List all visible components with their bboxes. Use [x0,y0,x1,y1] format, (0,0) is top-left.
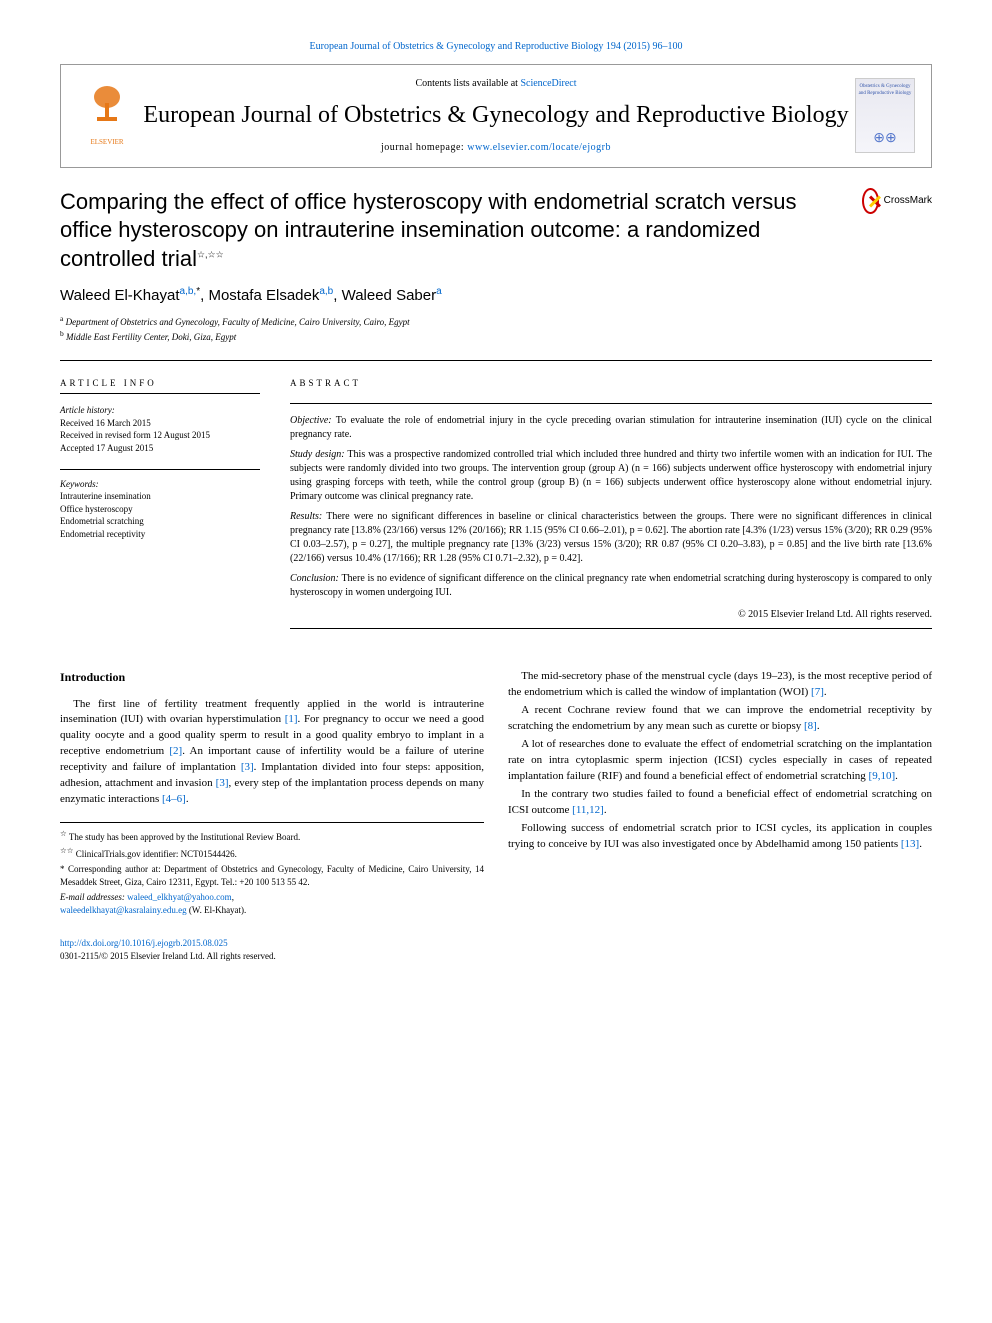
keyword-4: Endometrial receptivity [60,528,260,541]
homepage-line: journal homepage: www.elsevier.com/locat… [137,141,855,155]
title-row: Comparing the effect of office hysterosc… [60,188,932,274]
contents-line: Contents lists available at ScienceDirec… [137,77,855,91]
intro-p2: The mid-secretory phase of the menstrual… [508,669,932,701]
authors: Waleed El-Khayata,b,*, Mostafa Elsadeka,… [60,285,932,306]
affiliations: a Department of Obstetrics and Gynecolog… [60,314,932,343]
crossmark-badge[interactable]: CrossMark [862,188,932,214]
cover-icon: ⊕⊕ [858,129,912,149]
conclusion-text: There is no evidence of significant diff… [290,573,932,598]
title-footnote-markers: ☆,☆☆ [197,249,224,259]
abstract-objective: Objective: To evaluate the role of endom… [290,414,932,442]
footer-meta: http://dx.doi.org/10.1016/j.ejogrb.2015.… [60,937,932,962]
keyword-3: Endometrial scratching [60,515,260,528]
ref-4-6[interactable]: [4–6] [162,793,186,805]
info-divider [60,469,260,470]
article-info: ARTICLE INFO Article history: Received 1… [60,377,260,640]
abstract-design: Study design: This was a prospective ran… [290,448,932,504]
abstract-heading: ABSTRACT [290,377,932,394]
intro-heading: Introduction [60,669,484,686]
ref-13[interactable]: [13] [901,838,919,850]
keyword-1: Intrauterine insemination [60,490,260,503]
email-2[interactable]: waleedelkhayat@kasralainy.edu.eg [60,905,187,915]
journal-cover-thumbnail: Obstetrics & Gynecology and Reproductive… [855,78,915,153]
revised-date: Received in revised form 12 August 2015 [60,429,260,442]
journal-header: ELSEVIER Contents lists available at Sci… [60,64,932,168]
issn-copyright: 0301-2115/© 2015 Elsevier Ireland Ltd. A… [60,950,932,963]
author-2: Mostafa Elsadek [208,287,319,304]
intro-p3: A recent Cochrane review found that we c… [508,703,932,735]
received-date: Received 16 March 2015 [60,417,260,430]
intro-p6: Following success of endometrial scratch… [508,821,932,853]
results-label: Results: [290,511,322,522]
title-text: Comparing the effect of office hysterosc… [60,189,797,271]
ref-8[interactable]: [8] [804,720,817,732]
article-history: Article history: Received 16 March 2015 … [60,404,260,454]
intro-p4: A lot of researches done to evaluate the… [508,737,932,785]
top-citation-link[interactable]: European Journal of Obstetrics & Gynecol… [310,41,683,52]
crossmark-label: CrossMark [884,194,932,208]
ref-3a[interactable]: [3] [241,761,254,773]
affiliation-b: b Middle East Fertility Center, Doki, Gi… [60,329,932,344]
top-citation: European Journal of Obstetrics & Gynecol… [60,40,932,54]
ref-9-10[interactable]: [9,10] [869,770,896,782]
abstract: ABSTRACT Objective: To evaluate the role… [290,377,932,640]
keyword-2: Office hysteroscopy [60,503,260,516]
divider-top [60,360,932,361]
email-label: E-mail addresses: [60,892,127,902]
abstract-rule [290,403,932,404]
crossmark-icon [862,188,879,214]
star1-sym: ☆ [60,829,67,838]
body-text: Introduction The first line of fertility… [60,669,932,917]
elsevier-logo: ELSEVIER [77,81,137,151]
abstract-conclusion: Conclusion: There is no evidence of sign… [290,572,932,600]
header-center: Contents lists available at ScienceDirec… [137,77,855,155]
ref-7[interactable]: [7] [811,686,824,698]
cover-title: Obstetrics & Gynecology and Reproductive… [858,83,912,97]
keywords-label: Keywords: [60,478,260,491]
affiliation-a: a Department of Obstetrics and Gynecolog… [60,314,932,329]
keywords: Keywords: Intrauterine insemination Offi… [60,478,260,541]
footnote-star2: ☆☆ ClinicalTrials.gov identifier: NCT015… [60,846,484,861]
author-3-aff: a [436,286,442,297]
results-text: There were no significant differences in… [290,511,932,564]
journal-name: European Journal of Obstetrics & Gynecol… [137,99,855,133]
homepage-label: journal homepage: [381,142,467,153]
homepage-link[interactable]: www.elsevier.com/locate/ejogrb [467,142,611,153]
ref-3b[interactable]: [3] [216,777,229,789]
email-1[interactable]: waleed_elkhyat@yahoo.com [127,892,232,902]
abstract-bottom-rule [290,628,932,629]
ref-1[interactable]: [1] [285,713,298,725]
objective-text: To evaluate the role of endometrial inju… [290,415,932,440]
conclusion-label: Conclusion: [290,573,339,584]
contents-label: Contents lists available at [415,78,520,89]
info-abstract-row: ARTICLE INFO Article history: Received 1… [60,377,932,640]
author-3: Waleed Saber [342,287,437,304]
article-info-heading: ARTICLE INFO [60,377,260,395]
footnote-emails: E-mail addresses: waleed_elkhyat@yahoo.c… [60,891,484,917]
doi-link[interactable]: http://dx.doi.org/10.1016/j.ejogrb.2015.… [60,938,228,948]
author-1-aff: a,b,* [180,286,201,297]
accepted-date: Accepted 17 August 2015 [60,442,260,455]
star2-sym: ☆☆ [60,846,73,855]
elsevier-tree-icon [87,83,127,138]
objective-label: Objective: [290,415,332,426]
footnote-corresponding: * Corresponding author at: Department of… [60,863,484,889]
article-title: Comparing the effect of office hysterosc… [60,188,862,274]
elsevier-text: ELSEVIER [90,138,123,148]
ref-11-12[interactable]: [11,12] [572,804,604,816]
abstract-copyright: © 2015 Elsevier Ireland Ltd. All rights … [290,608,932,622]
intro-p5: In the contrary two studies failed to fo… [508,787,932,819]
footnotes-block: ☆ The study has been approved by the Ins… [60,822,484,917]
footnote-star1: ☆ The study has been approved by the Ins… [60,829,484,844]
ref-2[interactable]: [2] [169,745,182,757]
design-text: This was a prospective randomized contro… [290,449,932,502]
history-label: Article history: [60,404,260,417]
abstract-results: Results: There were no significant diffe… [290,510,932,566]
design-label: Study design: [290,449,345,460]
author-1: Waleed El-Khayat [60,287,180,304]
author-2-aff: a,b [319,286,333,297]
sciencedirect-link[interactable]: ScienceDirect [520,78,576,89]
intro-p1: The first line of fertility treatment fr… [60,697,484,809]
